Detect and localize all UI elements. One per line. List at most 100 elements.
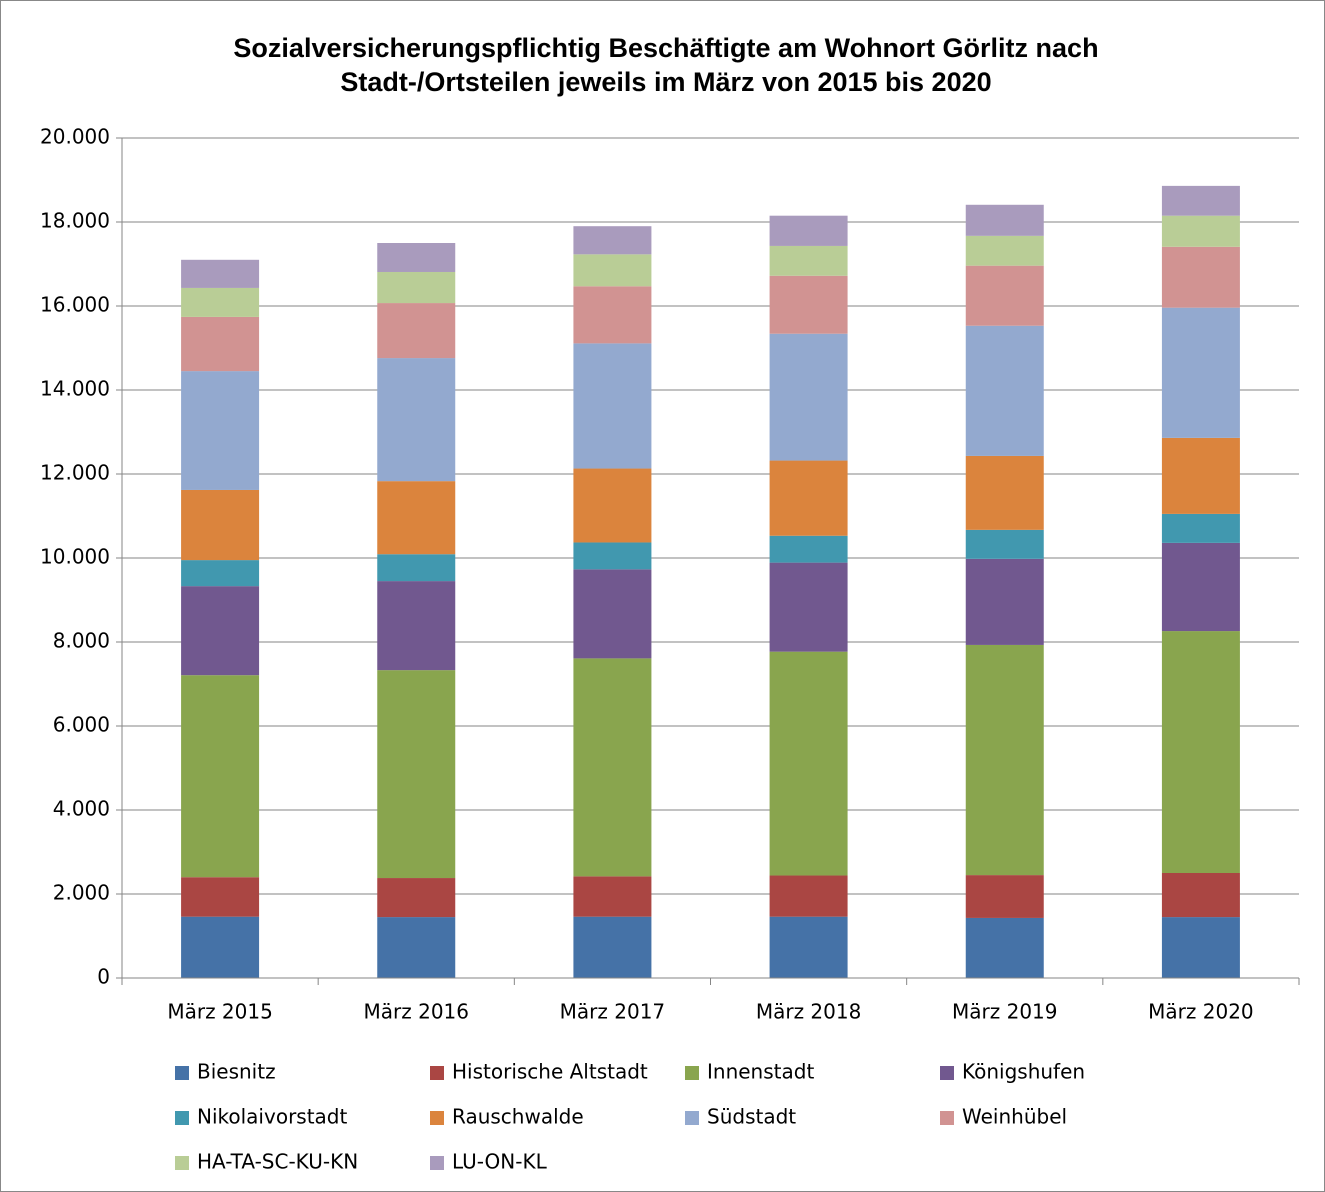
y-tick-label: 14.000 xyxy=(40,377,110,401)
bar-segment xyxy=(1161,542,1240,632)
bar-segment xyxy=(377,481,456,555)
legend-swatch xyxy=(940,1066,954,1080)
bar-segment xyxy=(965,529,1044,559)
bar-segment xyxy=(573,286,652,344)
bar-segment xyxy=(181,489,260,561)
bar-segment xyxy=(1161,917,1240,978)
bar-segment xyxy=(377,581,456,671)
bar-segment xyxy=(1161,307,1240,438)
bar-segment xyxy=(573,542,652,570)
legend-label: Nikolaivorstadt xyxy=(197,1105,348,1129)
bar-segment xyxy=(769,275,848,334)
bar-segment xyxy=(1161,631,1240,873)
bar-segment xyxy=(769,562,848,652)
legend-label: Rauschwalde xyxy=(452,1105,584,1129)
bar-segment xyxy=(573,916,652,978)
bar-segment xyxy=(965,644,1044,876)
bar-segment xyxy=(769,535,848,563)
bar-segment xyxy=(769,916,848,978)
chart-title: Stadt-/Ortsteilen jeweils im März von 20… xyxy=(340,67,991,97)
x-tick-label: März 2015 xyxy=(167,1000,273,1024)
y-tick-label: 10.000 xyxy=(40,545,110,569)
y-tick-label: 12.000 xyxy=(40,461,110,485)
bar-segment xyxy=(1161,185,1240,216)
bar-segment xyxy=(769,651,848,876)
y-tick-label: 6.000 xyxy=(53,713,110,737)
bar-segment xyxy=(181,316,260,372)
bar-segment xyxy=(965,558,1044,645)
legend-label: Biesnitz xyxy=(197,1060,276,1084)
bar-segment xyxy=(377,271,456,304)
bar-segment xyxy=(965,204,1044,236)
bar-segment xyxy=(181,877,260,917)
bar-segment xyxy=(769,875,848,917)
bar-segment xyxy=(181,560,260,587)
legend-swatch xyxy=(175,1066,189,1080)
bar-segment xyxy=(181,916,260,978)
legend-swatch xyxy=(685,1111,699,1125)
bar-segment xyxy=(377,670,456,879)
bar-segment xyxy=(769,245,848,276)
bar-segment xyxy=(769,215,848,246)
bar-segment xyxy=(965,917,1044,978)
legend-label: Weinhübel xyxy=(962,1105,1067,1129)
legend-label: Südstadt xyxy=(707,1105,796,1129)
bar-segment xyxy=(769,460,848,536)
bar-segment xyxy=(1161,215,1240,247)
bar-segment xyxy=(181,675,260,878)
bar-segment xyxy=(1161,873,1240,918)
bar-segment xyxy=(573,343,652,469)
x-tick-label: März 2020 xyxy=(1148,1000,1254,1024)
y-tick-label: 2.000 xyxy=(53,881,110,905)
bar-segment xyxy=(377,243,456,272)
bar-segment xyxy=(965,265,1044,326)
x-tick-label: März 2019 xyxy=(952,1000,1058,1024)
bar-segment xyxy=(377,917,456,978)
x-tick-label: März 2018 xyxy=(756,1000,862,1024)
bar-segment xyxy=(1161,437,1240,514)
bar-segment xyxy=(965,455,1044,530)
x-tick-label: März 2017 xyxy=(560,1000,666,1024)
bar-segment xyxy=(573,254,652,287)
legend-swatch xyxy=(940,1111,954,1125)
legend-swatch xyxy=(430,1111,444,1125)
bar-segment xyxy=(377,303,456,359)
bar-segment xyxy=(573,226,652,255)
y-tick-label: 20.000 xyxy=(40,125,110,149)
bar-segment xyxy=(965,875,1044,918)
y-tick-label: 8.000 xyxy=(53,629,110,653)
y-tick-label: 16.000 xyxy=(40,293,110,317)
legend-swatch xyxy=(175,1156,189,1170)
y-tick-label: 4.000 xyxy=(53,797,110,821)
legend-swatch xyxy=(175,1111,189,1125)
legend-label: Historische Altstadt xyxy=(452,1060,648,1084)
bar-segment xyxy=(181,287,260,317)
bar-segment xyxy=(1161,246,1240,308)
bar-segment xyxy=(573,876,652,917)
y-tick-label: 0 xyxy=(97,965,110,989)
bar-segment xyxy=(181,371,260,490)
bar-segment xyxy=(377,554,456,582)
bar-segment xyxy=(769,333,848,461)
bar-segment xyxy=(181,259,260,288)
bar-segment xyxy=(573,658,652,877)
bar-segment xyxy=(965,325,1044,456)
legend-label: Innenstadt xyxy=(707,1060,814,1084)
bar-segment xyxy=(965,235,1044,266)
bar-segment xyxy=(1161,513,1240,543)
chart-title: Sozialversicherungspflichtig Beschäftigt… xyxy=(233,33,1098,63)
legend-label: Königshufen xyxy=(962,1060,1085,1084)
bar-segment xyxy=(573,468,652,543)
bar-segment xyxy=(181,586,260,676)
bar-segment xyxy=(377,358,456,482)
bar-segment xyxy=(377,878,456,918)
bar-segment xyxy=(573,569,652,659)
legend-swatch xyxy=(430,1156,444,1170)
legend-swatch xyxy=(685,1066,699,1080)
legend-swatch xyxy=(430,1066,444,1080)
y-tick-label: 18.000 xyxy=(40,209,110,233)
legend-label: LU-ON-KL xyxy=(452,1150,548,1174)
x-tick-label: März 2016 xyxy=(364,1000,470,1024)
legend-label: HA-TA-SC-KU-KN xyxy=(197,1150,358,1174)
